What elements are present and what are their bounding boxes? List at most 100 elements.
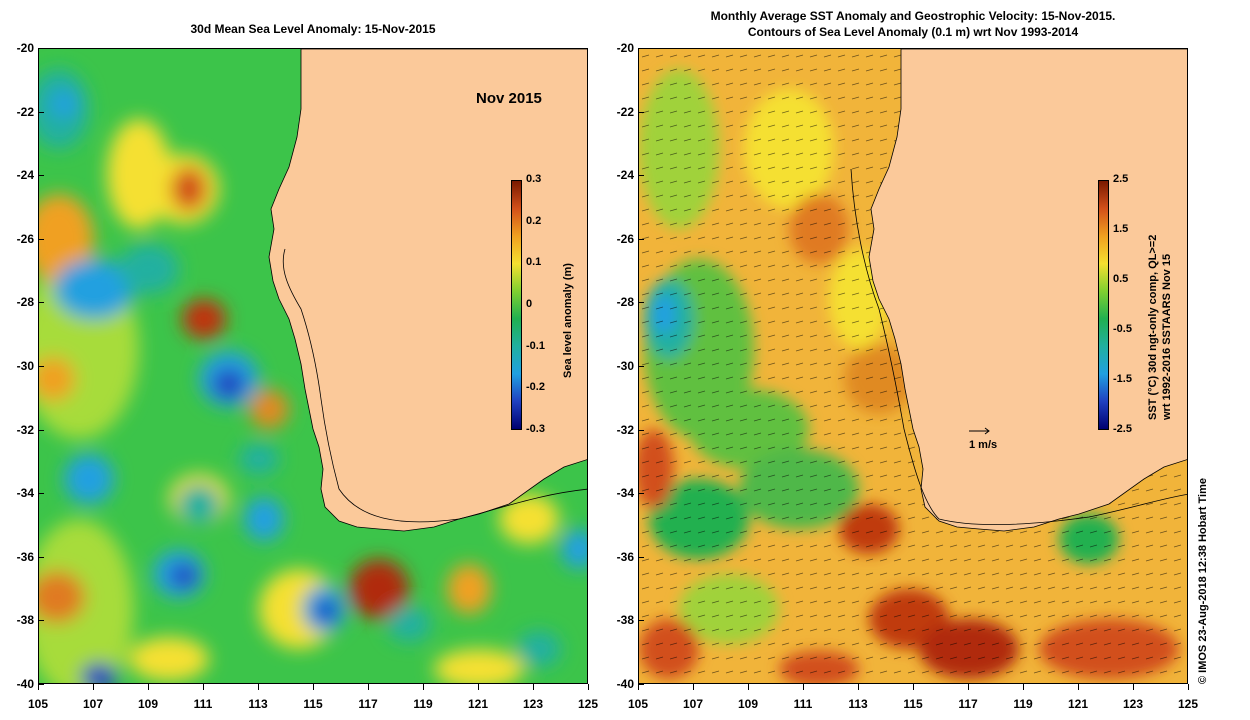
right-lon-tick-mark [968, 684, 969, 690]
right-lat-tick-label: -30 [616, 359, 634, 373]
left-map-title: 30d Mean Sea Level Anomaly: 15-Nov-2015 [190, 22, 436, 36]
left-lon-tick-mark [148, 684, 149, 690]
right-lon-tick-label: 123 [1122, 697, 1144, 711]
left-lat-tick-mark [38, 175, 44, 177]
sst-colorbar-tick-label: -2.5 [1113, 423, 1132, 435]
left-lon-tick-mark [203, 684, 204, 690]
sla-colorbar-label: Sea level anomaly (m) [562, 263, 574, 378]
right-lat-tick-label: -20 [616, 41, 634, 55]
right-lon-tick-mark [693, 684, 694, 690]
left-lon-tick-label: 107 [82, 697, 104, 711]
sst-colorbar-label-line2: wrt 1992-2016 SSTAARS Nov 15 [1161, 253, 1173, 420]
left-lon-tick-label: 117 [358, 697, 378, 711]
sst-colorbar-tick-label: -0.5 [1113, 323, 1132, 335]
right-lon-tick-label: 117 [958, 697, 978, 711]
left-lat-tick-label: -30 [16, 359, 34, 373]
left-lat-tick-mark [38, 493, 44, 495]
right-lon-tick-mark [638, 684, 639, 690]
left-lon-tick-label: 105 [27, 697, 49, 711]
right-lat-tick-mark [638, 175, 644, 177]
right-lat-tick-label: -24 [616, 168, 634, 183]
right-lat-tick-label: -34 [616, 486, 634, 501]
right-lat-tick-label: -22 [616, 104, 634, 119]
sst-colorbar-label-line1: SST (°C) 30d ngt-only comp, QL>=2 [1147, 234, 1159, 420]
left-lon-tick-label: 121 [467, 697, 489, 711]
left-lon-tick-mark [38, 684, 39, 690]
sla-colorbar-tick-label: 0.1 [526, 256, 542, 269]
right-lat-tick-mark [638, 620, 644, 622]
right-map-title-line1: Monthly Average SST Anomaly and Geostrop… [710, 9, 1116, 23]
left-lon-tick-label: 109 [137, 697, 159, 711]
left-lon-tick-label: 119 [413, 697, 433, 711]
right-lon-tick-mark [913, 684, 914, 690]
left-lat-tick-label: -26 [16, 231, 34, 246]
right-lat-tick-mark [638, 111, 644, 113]
left-lat-tick-label: -36 [16, 549, 34, 564]
left-lat-tick-label: -22 [16, 104, 34, 119]
left-lon-tick-label: 113 [248, 697, 268, 711]
left-lon-tick-mark [93, 684, 94, 690]
left-lat-tick-mark [38, 111, 44, 113]
right-lon-tick-mark [803, 684, 804, 690]
right-map-title-line2: Contours of Sea Level Anomaly (0.1 m) wr… [747, 25, 1079, 39]
right-lat-tick-label: -28 [616, 295, 634, 310]
sla-colorbar-tick-label: 0 [526, 298, 533, 310]
right-lon-tick-label: 111 [793, 697, 813, 711]
sla-colorbar-tick-label: -0.3 [526, 423, 545, 435]
right-lon-tick-label: 125 [1177, 697, 1199, 711]
velocity-scale-label: 1 m/s [969, 439, 998, 451]
sst-colorbar-tick-label: -1.5 [1113, 373, 1132, 385]
left-lat-tick-label: -20 [16, 41, 34, 55]
velocity-scale-arrow [969, 427, 990, 435]
right-lat-tick-mark [638, 556, 644, 558]
sea-level-anomaly-map [38, 48, 588, 684]
left-lon-tick-label: 111 [193, 697, 213, 711]
right-lat-tick-label: -36 [616, 549, 634, 564]
left-lat-tick-mark [38, 48, 44, 49]
sla-colorbar-tick-label: 0.2 [526, 214, 542, 227]
left-lon-tick-mark [368, 684, 369, 690]
left-lat-tick-label: -32 [16, 422, 34, 437]
left-lat-tick-label: -40 [16, 677, 34, 691]
sst-colorbar-tick-label: 1.5 [1113, 223, 1129, 235]
left-lat-tick-mark [38, 429, 44, 431]
right-lon-tick-label: 105 [627, 697, 649, 711]
left-lat-tick-label: -24 [16, 168, 34, 183]
right-lon-tick-mark [1023, 684, 1024, 690]
right-lon-tick-label: 109 [737, 697, 759, 711]
left-lon-tick-mark [313, 684, 314, 690]
right-lat-tick-label: -40 [616, 677, 634, 691]
left-lon-tick-mark [478, 684, 479, 690]
right-lat-tick-label: -38 [616, 613, 634, 628]
right-lat-tick-mark [638, 429, 644, 431]
left-lon-tick-label: 115 [303, 697, 323, 711]
sla-colorbar-tick-label: -0.2 [526, 381, 545, 394]
right-lon-tick-label: 113 [848, 697, 868, 711]
copyright-text: © IMOS 23-Aug-2018 12:38 Hobart Time [1197, 478, 1209, 684]
left-lon-tick-label: 123 [522, 697, 544, 711]
left-lon-tick-label: 125 [577, 697, 599, 711]
right-lon-tick-mark [1078, 684, 1079, 690]
sla-field [39, 49, 587, 683]
right-lon-tick-label: 115 [903, 697, 923, 711]
right-lat-tick-mark [638, 684, 644, 685]
left-lat-tick-mark [38, 302, 44, 304]
left-lon-tick-mark [588, 684, 589, 690]
sla-colorbar-tick-label: -0.1 [526, 339, 545, 352]
sst-colorbar-tick-label: 2.5 [1113, 173, 1129, 185]
month-label: Nov 2015 [476, 90, 542, 107]
sst-colorbar [1098, 180, 1109, 430]
right-lon-tick-mark [748, 684, 749, 690]
sla-colorbar [511, 180, 522, 430]
sst-colorbar-tick-label: 0.5 [1113, 273, 1129, 285]
right-lat-tick-mark [638, 366, 644, 367]
right-lat-tick-mark [638, 238, 644, 240]
right-lat-tick-label: -32 [616, 422, 634, 437]
left-lat-tick-mark [38, 620, 44, 622]
left-lon-tick-mark [423, 684, 424, 690]
right-lon-tick-label: 119 [1013, 697, 1033, 711]
sla-colorbar-tick-label: 0.3 [526, 173, 542, 185]
right-lat-tick-mark [638, 493, 644, 495]
left-lat-tick-mark [38, 556, 44, 558]
right-lat-tick-mark [638, 48, 644, 49]
